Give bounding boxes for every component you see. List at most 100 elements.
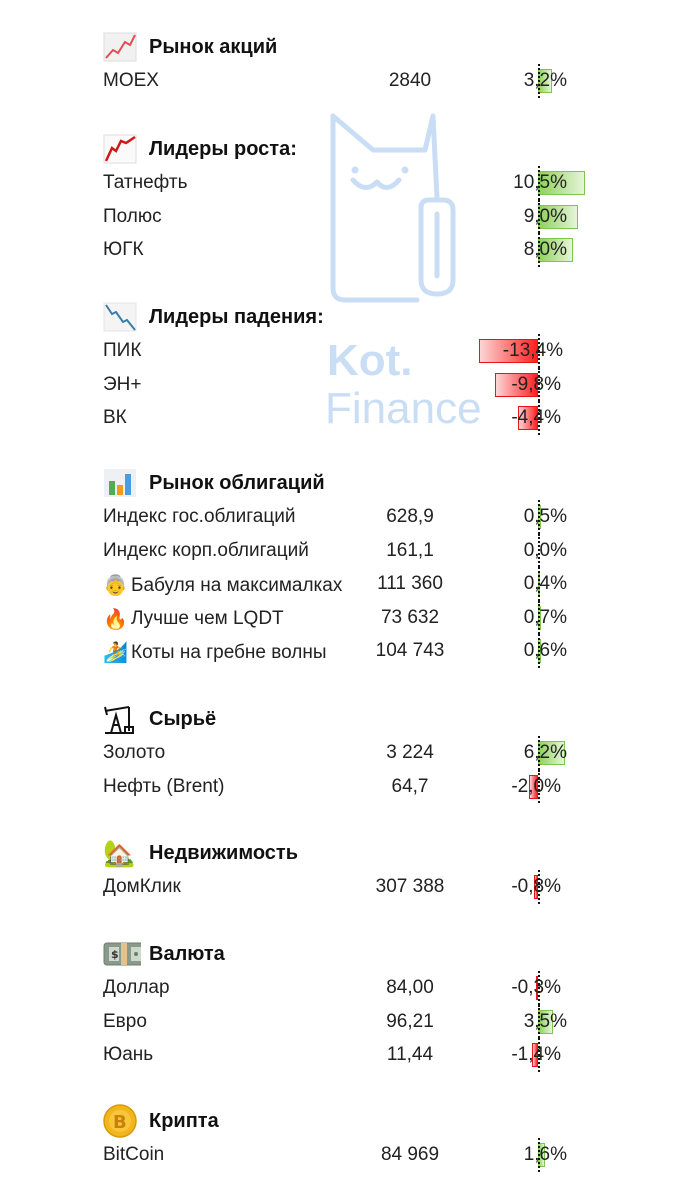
row-value: 628,9 [386, 506, 434, 527]
change-bar-positive [538, 741, 565, 765]
section-header: Лидеры роста: [103, 132, 623, 166]
zero-axis [538, 64, 540, 98]
row-name: Индекс корп.облигаций [103, 539, 309, 561]
section-title: Сырьё [149, 707, 217, 730]
row-value: 96,21 [386, 1010, 434, 1032]
section-header: B Крипта [103, 1104, 623, 1138]
zero-axis [538, 166, 540, 200]
section-header: Рынок акций [103, 30, 623, 64]
zero-axis [538, 971, 540, 1005]
section-header: 🏡 Недвижимость [103, 836, 623, 870]
change-bar-negative [518, 406, 538, 430]
zero-axis [538, 533, 540, 567]
change-bar-positive [538, 171, 585, 195]
row-name: MOEX [103, 70, 159, 91]
row-value: 2840 [388, 70, 432, 91]
row-change: 3,5% [523, 1010, 567, 1032]
row-change: -0,3% [511, 977, 561, 998]
section-title: Лидеры роста: [149, 137, 297, 160]
row-change: -9,8% [511, 373, 561, 395]
row-change: -1,4% [511, 1044, 561, 1065]
table-row: Полюс 9,0% [103, 199, 623, 233]
section-header: Рынок облигаций [103, 466, 623, 500]
row-value: 161,1 [386, 539, 434, 561]
section-title: Валюта [149, 942, 225, 965]
table-row: 🏄 Коты на гребне волны 104 743 0,6% [103, 634, 623, 668]
table-row: Евро 96,21 3,5% [103, 1004, 623, 1038]
row-change: 0,6% [523, 640, 567, 661]
row-change: -2,0% [511, 775, 561, 797]
table-row: Индекс корп.облигаций 161,1 0,0% [103, 533, 623, 567]
surfer-icon: 🏄 [103, 642, 128, 664]
row-change: 8,0% [523, 239, 567, 260]
row-value: 3 224 [386, 742, 434, 763]
table-row: ВК -4,4% [103, 401, 623, 435]
row-name-text: Бабуля на максималках [131, 574, 343, 596]
section-crypto: B Крипта BitCoin 84 969 1,6% [103, 1104, 623, 1172]
chart-increasing-icon [103, 32, 141, 62]
dollar-banknote-icon: $ [103, 939, 141, 969]
bitcoin-coin-icon: B [103, 1104, 141, 1138]
row-change: 0,5% [523, 506, 567, 527]
table-row: MOEX 2840 3,2% [103, 64, 623, 98]
house-with-garden-icon: 🏡 [103, 837, 136, 868]
chart-decreasing-icon [103, 302, 141, 332]
row-value: 73 632 [380, 606, 440, 628]
zero-axis [538, 567, 540, 601]
section-currency: $ Валюта Доллар 84,00 -0,3% Евро 96,21 3… [103, 937, 623, 1072]
zero-axis [538, 1138, 540, 1172]
row-change: -4,4% [511, 407, 561, 428]
row-name: 🔥 Лучше чем LQDT [103, 607, 284, 632]
change-bar-negative [534, 875, 538, 899]
row-name: Полюс [103, 205, 162, 227]
change-bar-positive [538, 238, 573, 262]
row-name-text: Лучше чем LQDT [131, 608, 284, 629]
table-row: Золото 3 224 6,2% [103, 736, 623, 770]
section-losers: Лидеры падения: ПИК -13,4% ЭН+ -9,8% ВК … [103, 300, 623, 435]
section-title: Рынок облигаций [149, 471, 325, 494]
zero-axis [538, 233, 540, 267]
change-bar-negative [532, 1043, 538, 1067]
zero-axis [538, 600, 540, 634]
section-header: Лидеры падения: [103, 300, 623, 334]
zero-axis [538, 500, 540, 534]
row-value: 104 743 [375, 640, 445, 661]
zero-axis [538, 736, 540, 770]
row-name: Евро [103, 1010, 147, 1032]
section-header: Сырьё [103, 702, 623, 736]
change-bar-negative [479, 339, 538, 363]
row-name: 🏄 Коты на гребне волны [103, 640, 327, 665]
svg-text:$: $ [111, 948, 119, 961]
section-bond-market: Рынок облигаций Индекс гос.облигаций 628… [103, 466, 623, 668]
row-name: BitCoin [103, 1144, 165, 1165]
section-title: Рынок акций [149, 35, 278, 58]
row-change: 3,2% [523, 70, 567, 91]
row-name: Золото [103, 742, 166, 763]
table-row: Юань 11,44 -1,4% [103, 1038, 623, 1072]
section-commodities: Сырьё Золото 3 224 6,2% Нефть (Brent) 64… [103, 702, 623, 803]
row-name: Индекс гос.облигаций [103, 506, 296, 527]
zero-axis [538, 199, 540, 233]
table-row: Доллар 84,00 -0,3% [103, 971, 623, 1005]
table-row: ПИК -13,4% [103, 334, 623, 368]
row-name-text: Коты на гребне волны [131, 641, 327, 663]
section-stock-market: Рынок акций MOEX 2840 3,2% [103, 30, 623, 98]
row-value: 84,00 [386, 977, 434, 998]
zero-axis [538, 769, 540, 803]
svg-text:B: B [113, 1112, 127, 1133]
zero-axis [538, 367, 540, 401]
row-change: 9,0% [523, 205, 567, 227]
row-name: 👵 Бабуля на максималках [103, 573, 342, 598]
row-name: Юань [103, 1044, 154, 1065]
table-row: ДомКлик 307 388 -0,8% [103, 870, 623, 904]
table-row: Индекс гос.облигаций 628,9 0,5% [103, 500, 623, 534]
row-name: ДомКлик [103, 876, 181, 897]
table-row: ЭН+ -9,8% [103, 367, 623, 401]
row-value: 111 360 [377, 573, 443, 594]
change-bar-negative [495, 372, 538, 397]
row-name: ВК [103, 407, 127, 428]
row-change: -13,4% [502, 340, 563, 361]
table-row: BitCoin 84 969 1,6% [103, 1138, 623, 1172]
section-title: Лидеры падения: [149, 305, 324, 328]
row-change: -0,8% [511, 876, 561, 897]
